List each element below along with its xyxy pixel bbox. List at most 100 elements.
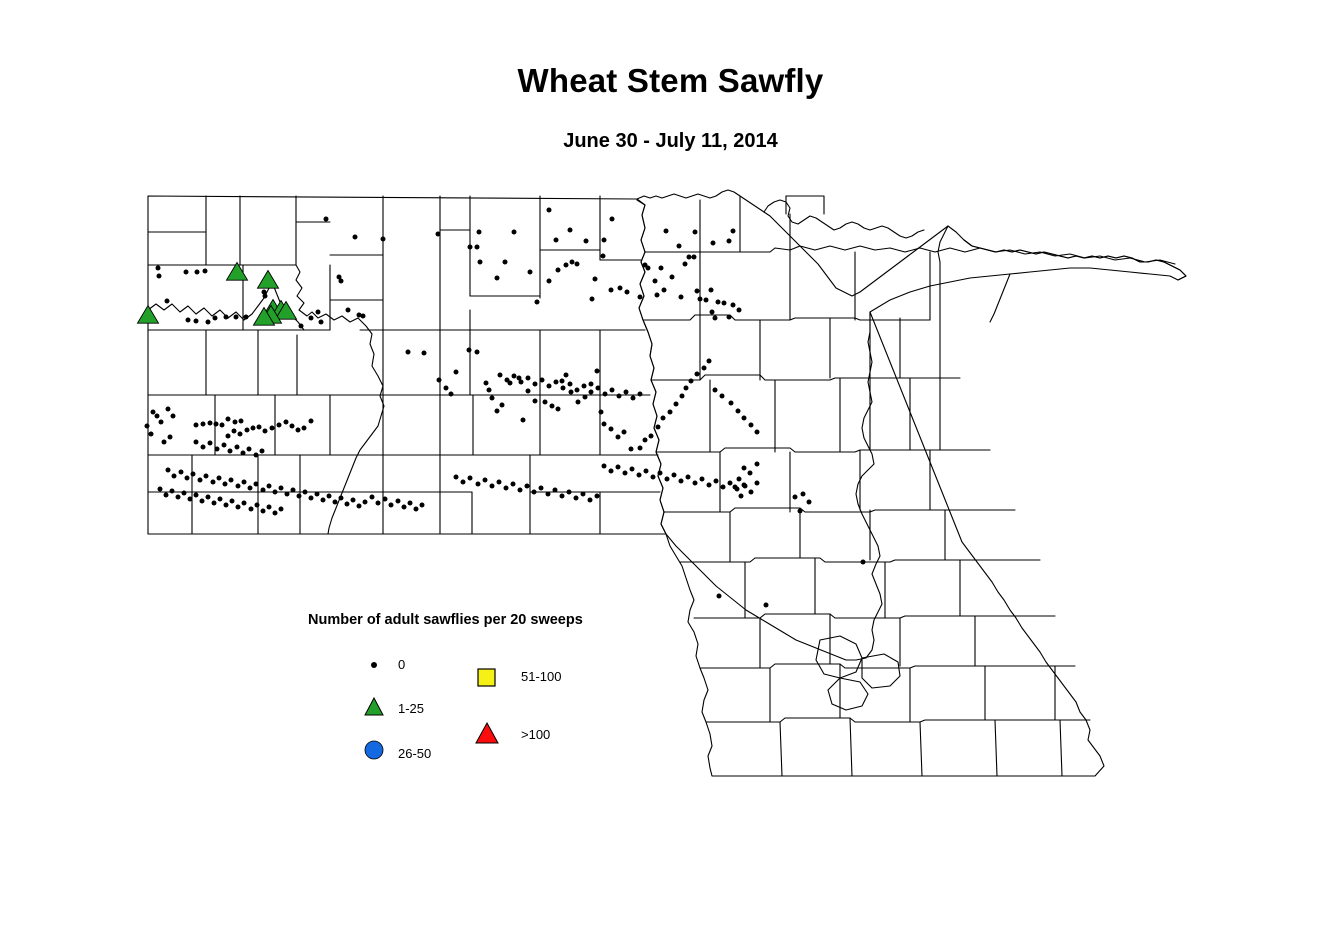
sample-point-zero bbox=[205, 494, 211, 500]
sample-point-zero bbox=[601, 463, 607, 469]
sample-point-zero bbox=[157, 486, 163, 492]
sample-point-zero bbox=[238, 418, 244, 424]
sample-point-zero bbox=[580, 491, 586, 497]
county-boundary-layer bbox=[147, 189, 1187, 777]
sample-point-zero bbox=[167, 434, 173, 440]
sample-point-zero bbox=[181, 490, 187, 496]
sample-point-zero bbox=[683, 385, 689, 391]
sample-point-zero bbox=[678, 294, 684, 300]
sample-point-zero bbox=[608, 287, 614, 293]
sample-point-zero bbox=[559, 493, 565, 499]
mn-line bbox=[693, 613, 1056, 619]
sample-point-zero bbox=[741, 415, 747, 421]
mn-line bbox=[919, 721, 923, 777]
sample-point-zero bbox=[489, 483, 495, 489]
lake-of-the-woods bbox=[763, 199, 925, 239]
minnesota-river-valley bbox=[665, 311, 883, 661]
sample-point-zero bbox=[594, 493, 600, 499]
sample-point-zero bbox=[754, 429, 760, 435]
sample-point-zero bbox=[658, 265, 664, 271]
sample-point-zero bbox=[318, 319, 324, 325]
mn-line bbox=[642, 314, 931, 321]
sample-point-zero bbox=[302, 489, 308, 495]
sample-point-1-25 bbox=[136, 304, 160, 324]
sample-point-zero bbox=[664, 476, 670, 482]
sample-point-zero bbox=[298, 323, 304, 329]
sample-point-zero bbox=[223, 502, 229, 508]
sample-point-zero bbox=[216, 475, 222, 481]
marker-group-0 bbox=[144, 207, 866, 608]
sample-point-zero bbox=[207, 440, 213, 446]
sample-point-zero bbox=[435, 231, 441, 237]
sample-point-zero bbox=[448, 391, 454, 397]
sample-point-zero bbox=[235, 483, 241, 489]
sample-point-zero bbox=[730, 302, 736, 308]
sample-point-zero bbox=[221, 442, 227, 448]
sample-point-zero bbox=[587, 497, 593, 503]
sample-point-zero bbox=[421, 350, 427, 356]
sample-point-zero bbox=[253, 452, 259, 458]
sample-point-zero bbox=[413, 506, 419, 512]
sample-point-zero bbox=[154, 413, 160, 419]
sample-point-zero bbox=[356, 312, 362, 318]
sample-point-zero bbox=[241, 479, 247, 485]
sample-point-zero bbox=[260, 487, 266, 493]
sample-point-zero bbox=[184, 475, 190, 481]
sample-point-zero bbox=[486, 387, 492, 393]
sample-point-zero bbox=[380, 236, 386, 242]
sample-point-zero bbox=[706, 482, 712, 488]
dot-marker-icon bbox=[371, 662, 377, 668]
sample-point-zero bbox=[669, 274, 675, 280]
sample-point-zero bbox=[645, 265, 651, 271]
sample-point-zero bbox=[697, 296, 703, 302]
sample-point-zero bbox=[375, 500, 381, 506]
sample-point-zero bbox=[336, 274, 342, 280]
mn-line bbox=[650, 374, 961, 381]
sample-point-zero bbox=[602, 391, 608, 397]
sample-point-zero bbox=[326, 493, 332, 499]
sample-point-zero bbox=[713, 478, 719, 484]
sample-point-zero bbox=[200, 421, 206, 427]
sample-point-zero bbox=[165, 467, 171, 473]
sample-point-zero bbox=[637, 445, 643, 451]
page-title: Wheat Stem Sawfly bbox=[517, 62, 824, 99]
sample-point-zero bbox=[193, 492, 199, 498]
sample-point-zero bbox=[516, 375, 522, 381]
sample-point-zero bbox=[494, 408, 500, 414]
sample-point-zero bbox=[699, 476, 705, 482]
mn-line bbox=[705, 717, 1091, 723]
sample-point-zero bbox=[453, 369, 459, 375]
sample-point-zero bbox=[539, 377, 545, 383]
sample-point-zero bbox=[178, 469, 184, 475]
sample-point-zero bbox=[694, 371, 700, 377]
sample-point-zero bbox=[362, 499, 368, 505]
sample-point-zero bbox=[741, 482, 747, 488]
map-legend: Number of adult sawflies per 20 sweeps 0… bbox=[308, 612, 648, 762]
sample-point-zero bbox=[650, 474, 656, 480]
sample-point-zero bbox=[165, 406, 171, 412]
sample-point-zero bbox=[155, 265, 161, 271]
sample-point-zero bbox=[301, 425, 307, 431]
sample-point-zero bbox=[559, 378, 565, 384]
blue-circle-marker-icon bbox=[364, 740, 384, 760]
sample-point-zero bbox=[290, 487, 296, 493]
sample-point-zero bbox=[716, 593, 722, 599]
sample-point-zero bbox=[573, 495, 579, 501]
sample-point-zero bbox=[600, 253, 606, 259]
sample-point-zero bbox=[205, 319, 211, 325]
sample-point-zero bbox=[453, 474, 459, 480]
sample-point-zero bbox=[497, 372, 503, 378]
sample-point-zero bbox=[609, 387, 615, 393]
sample-point-zero bbox=[736, 476, 742, 482]
sample-point-zero bbox=[531, 489, 537, 495]
sample-point-zero bbox=[156, 273, 162, 279]
sample-point-zero bbox=[482, 477, 488, 483]
sample-point-zero bbox=[594, 368, 600, 374]
sample-point-zero bbox=[575, 399, 581, 405]
sample-point-zero bbox=[534, 299, 540, 305]
sample-point-zero bbox=[213, 421, 219, 427]
sample-point-zero bbox=[685, 474, 691, 480]
sample-point-zero bbox=[715, 299, 721, 305]
sample-point-zero bbox=[199, 498, 205, 504]
sample-point-zero bbox=[747, 470, 753, 476]
